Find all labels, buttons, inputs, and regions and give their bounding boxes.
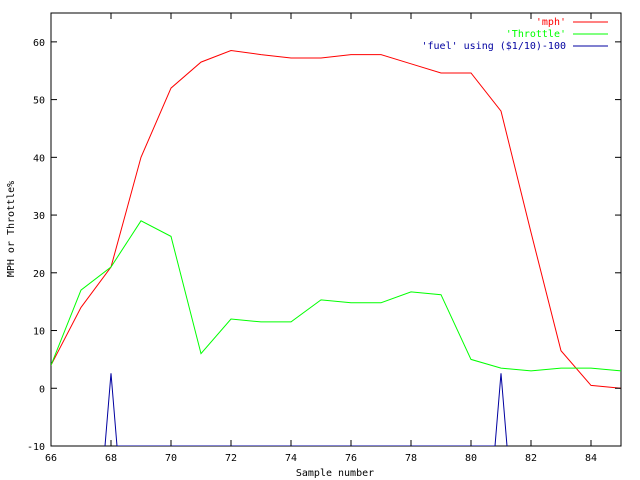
y-tick-label: 0 xyxy=(39,384,45,395)
x-tick-label: 76 xyxy=(345,453,357,464)
x-tick-label: 68 xyxy=(105,453,117,464)
plot-area xyxy=(50,12,622,447)
series-line-2 xyxy=(51,220,621,372)
x-tick-label: 72 xyxy=(225,453,237,464)
x-tick-label: 80 xyxy=(465,453,477,464)
y-tick-label: 30 xyxy=(33,211,45,222)
y-tick-label: 20 xyxy=(33,269,45,280)
y-tick-label: 60 xyxy=(33,38,45,49)
legend-label-1: 'mph' xyxy=(536,17,566,28)
legend: 'mph''Throttle''fuel' using ($1/10)-100 xyxy=(422,17,608,52)
x-tick-label: 70 xyxy=(165,453,177,464)
y-tick-label: 50 xyxy=(33,96,45,107)
x-tick-label: 82 xyxy=(525,453,537,464)
y-tick-label: -10 xyxy=(27,442,45,453)
series-line-3 xyxy=(104,373,508,446)
x-tick-label: 84 xyxy=(585,453,597,464)
x-axis-label: Sample number xyxy=(296,468,374,479)
series-line-1 xyxy=(51,49,621,389)
x-tick-label: 66 xyxy=(45,453,57,464)
legend-label-3: 'fuel' using ($1/10)-100 xyxy=(422,41,567,52)
x-tick-label: 74 xyxy=(285,453,297,464)
x-tick-label: 78 xyxy=(405,453,417,464)
legend-label-2: 'Throttle' xyxy=(506,29,566,40)
ticks-layer: 66 68 70 72 74 76 78 80 82 84 -10 0 10 20 30 40 50 60 xyxy=(27,13,621,464)
y-tick-label: 10 xyxy=(33,327,45,338)
y-axis-label: MPH or Throttle% xyxy=(6,181,17,277)
series-layer xyxy=(51,49,621,446)
y-tick-label: 40 xyxy=(33,153,45,164)
plot-border xyxy=(50,12,622,447)
